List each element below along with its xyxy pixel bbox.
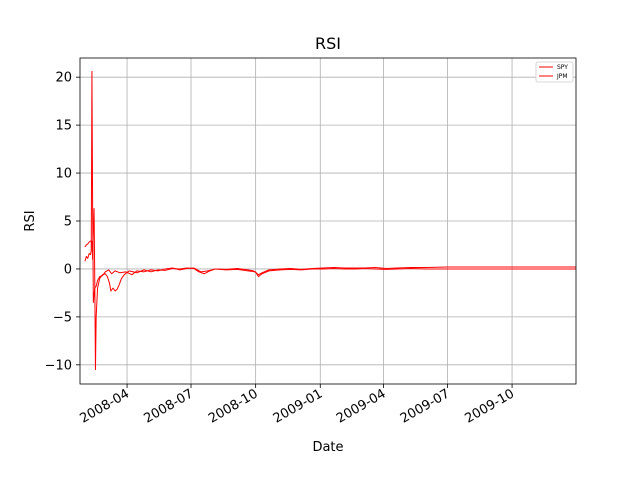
y-tick-label: 5 [64, 215, 72, 230]
y-axis-label: RSI [23, 210, 38, 231]
series-line-jpm [84, 208, 576, 371]
y-tick-label: −5 [53, 310, 72, 325]
legend-label-spy: SPY [557, 64, 568, 71]
series-line-spy [84, 70, 576, 303]
y-tick-label: −10 [45, 358, 72, 373]
y-tick-label: 0 [64, 262, 72, 277]
legend-label-jpm: JPM [556, 73, 568, 80]
y-tick-label: 20 [55, 71, 72, 86]
y-tick-label: 15 [55, 119, 72, 134]
y-tick-label: 10 [55, 167, 72, 182]
chart-title: RSI [315, 34, 341, 53]
x-axis-label: Date [312, 440, 343, 455]
legend: SPY JPM [535, 61, 574, 83]
